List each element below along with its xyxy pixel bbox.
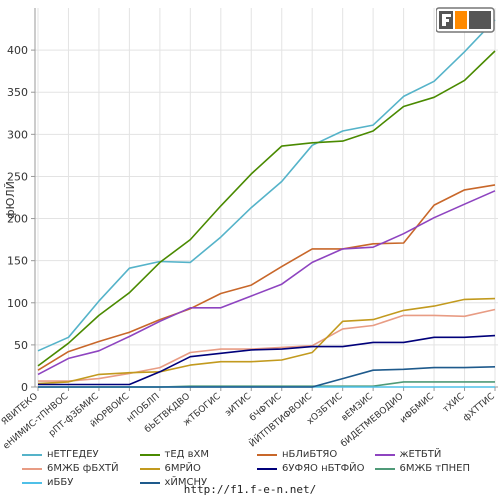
legend-item: 6МЖБ тПНЕП (374, 463, 493, 474)
legend-swatch (22, 467, 42, 470)
legend-swatch (374, 453, 395, 456)
legend-label: нБЛиБТЯО (282, 449, 338, 460)
y-tick-label: 250 (7, 170, 28, 183)
legend-swatch (139, 453, 160, 456)
y-tick-label: 300 (7, 128, 28, 141)
series-line-2 (37, 50, 496, 367)
x-tick-label: фХТТИС (461, 392, 496, 424)
legend-item: 6МЖБ фБХТЙ (22, 463, 140, 474)
x-tick-label: тХИС (441, 392, 466, 415)
legend-swatch (374, 467, 395, 470)
y-tick-label: 400 (7, 44, 28, 57)
legend-item: хЙМСНУ (139, 477, 258, 488)
series-lines (37, 19, 496, 388)
legend-item: нЕТГЕДЕУ (22, 449, 140, 460)
legend-item: иББУ (22, 477, 140, 488)
legend-item: тЕД вХМ (139, 449, 258, 460)
y-tick-label: 0 (21, 381, 28, 394)
axes (31, 8, 498, 391)
series-line-1 (37, 19, 496, 352)
legend-swatch (22, 481, 42, 484)
legend-label: хЙМСНУ (164, 477, 208, 488)
y-axis-title: фЮЛЙ (4, 181, 17, 219)
legend-label: 6МЖБ тПНЕП (399, 463, 471, 474)
series-line-7 (38, 334, 496, 386)
y-tick-label: 150 (7, 255, 28, 268)
series-line-10 (38, 366, 496, 388)
legend-swatch (139, 481, 160, 484)
f1en-logo (435, 6, 496, 34)
legend-swatch (257, 453, 277, 456)
footer-url[interactable]: http://f1.f-e-n.net/ (183, 483, 317, 496)
x-tick-labels: ЯВИТЕКОеНИМИС-тПНВОСрПТ-фЗБМИСйЮРВОИСнПО… (0, 390, 497, 452)
legend-swatch (22, 453, 42, 456)
series-line-5 (38, 308, 496, 382)
legend-item: 6МРЙО (139, 463, 258, 474)
series-line-4 (37, 190, 496, 376)
y-tick-labels: 0 50 100 150 200 250 300 350 400 (7, 44, 28, 394)
legend-item: жЕТБТЙ (374, 449, 493, 460)
legend-label: 6УФЯО нБТФЙО (282, 463, 365, 474)
legend-label: тЕД вХМ (164, 449, 210, 460)
legend-swatch (139, 467, 160, 470)
legend-label: 6МЖБ фБХТЙ (47, 463, 119, 474)
series-line-6 (37, 297, 496, 385)
legend-swatch (257, 467, 277, 470)
y-tick-label: 350 (7, 86, 28, 99)
legend-label: нЕТГЕДЕУ (47, 449, 99, 460)
legend-label: жЕТБТЙ (399, 449, 442, 460)
legend-item: нБЛиБТЯО (257, 449, 375, 460)
legend-label: 6МРЙО (164, 463, 201, 474)
legend-label: иББУ (47, 477, 74, 488)
legend: нЕТГЕДЕУ тЕД вХМ нБЛиБТЯО жЕТБТЙ 6МЖБ фБХТЙ 6… (22, 449, 492, 488)
grid (35, 8, 498, 388)
x-tick-label: иФБМИС (398, 392, 436, 426)
series-line-3 (37, 184, 496, 371)
legend-item: 6УФЯО нБТФЙО (257, 463, 375, 474)
y-tick-label: 100 (7, 297, 28, 310)
y-tick-label: 50 (14, 339, 28, 352)
y-tick-label: 200 (7, 213, 28, 226)
